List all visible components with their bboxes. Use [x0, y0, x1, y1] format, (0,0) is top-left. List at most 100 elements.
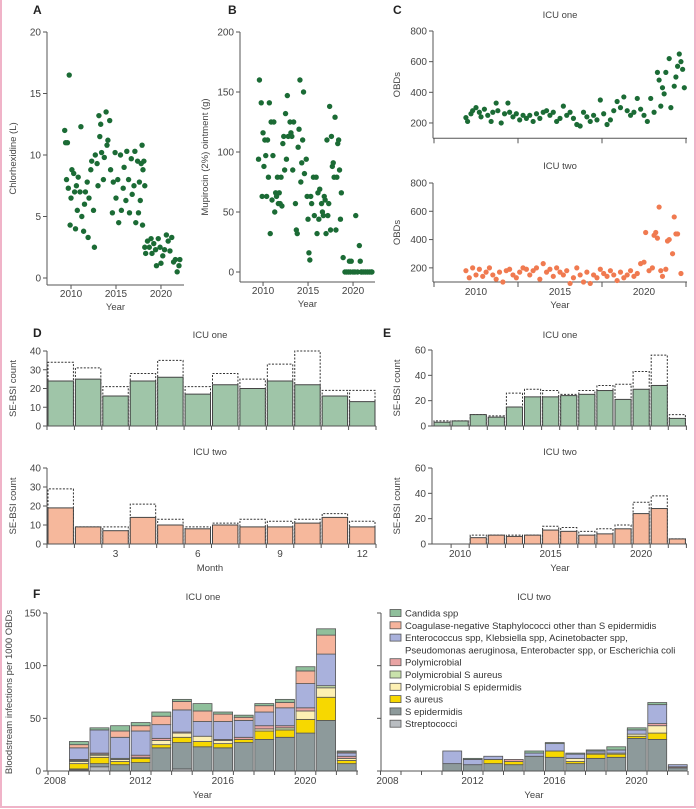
y-axis-label: Bloodstream infections per 1000 OBDs — [4, 610, 15, 774]
subplot-title: ICU one — [186, 592, 221, 603]
stacked-bar-segment — [274, 736, 295, 772]
x-axis-label: Year — [550, 300, 569, 311]
data-point — [527, 112, 533, 118]
bar — [596, 533, 614, 545]
stacked-bar-segment — [483, 759, 504, 765]
y-axis-label: SE-BSI count — [8, 360, 19, 417]
stacked-bar-segment — [336, 750, 357, 753]
data-point — [483, 269, 489, 275]
legend-label: Enterococcus spp, Klebsiella spp, Acinet… — [405, 633, 675, 656]
data-point — [129, 191, 135, 198]
data-point — [104, 142, 110, 148]
x-axis-label: Year — [106, 302, 125, 313]
y-tick-label: 150 — [217, 88, 234, 99]
x-tick-label: 2015 — [105, 289, 128, 300]
stacked-bar-segment — [233, 720, 254, 738]
data-point — [177, 256, 183, 263]
stacked-bar-segment — [274, 698, 295, 703]
data-point — [112, 149, 118, 156]
y-tick-label: 400 — [410, 235, 427, 246]
data-point — [335, 137, 342, 143]
y-tick-label: 10 — [30, 151, 42, 162]
bar — [184, 393, 211, 427]
subplot-title: ICU two — [543, 161, 577, 172]
y-tick-label: 200 — [410, 118, 427, 129]
data-point — [266, 100, 273, 106]
data-point — [281, 133, 287, 140]
data-point — [666, 55, 672, 62]
stacked-bar-segment — [336, 760, 357, 765]
data-point — [666, 236, 672, 243]
bar — [542, 396, 560, 427]
data-point — [100, 176, 107, 183]
data-point — [560, 272, 566, 278]
stacked-bar-segment — [295, 710, 316, 720]
y-axis-label: SE-BSI count — [392, 477, 403, 534]
data-point — [84, 179, 90, 185]
stacked-bar-segment — [192, 735, 213, 742]
data-point — [272, 209, 278, 215]
data-point — [88, 167, 94, 173]
panel-label: F — [33, 587, 40, 601]
y-tick-label: 600 — [410, 57, 427, 68]
stacked-bar-segment — [295, 670, 316, 684]
x-tick-label: 2010 — [465, 287, 488, 298]
y-tick-label: 40 — [415, 489, 427, 500]
data-point — [86, 195, 92, 201]
y-tick-label: 100 — [217, 148, 234, 159]
data-point — [314, 230, 320, 237]
x-axis-label: Year — [298, 299, 317, 310]
x-tick-label: 2008 — [44, 776, 67, 787]
data-point — [142, 244, 148, 250]
data-point — [486, 265, 493, 271]
data-point — [62, 127, 68, 134]
data-point — [537, 276, 543, 282]
stacked-bar-segment — [316, 720, 337, 772]
legend-swatch — [389, 695, 402, 703]
y-tick-label: 200 — [217, 28, 234, 39]
stacked-bar-segment — [171, 709, 192, 733]
stacked-bar-segment — [233, 739, 254, 743]
stacked-bar-segment — [544, 742, 565, 745]
data-point — [554, 118, 560, 125]
data-point — [282, 110, 289, 117]
data-point — [74, 207, 81, 214]
data-point — [493, 276, 499, 282]
bar — [650, 508, 668, 545]
stacked-bar-segment — [89, 763, 110, 768]
data-point — [294, 230, 300, 237]
data-point — [624, 272, 630, 278]
data-point — [278, 174, 284, 180]
data-point — [654, 69, 661, 75]
data-point — [641, 259, 647, 265]
stacked-bar-segment — [483, 763, 504, 772]
stacked-bar-segment — [503, 764, 524, 772]
stacked-bar-segment — [585, 753, 606, 759]
y-tick-label: 30 — [30, 483, 42, 494]
data-point — [369, 269, 375, 275]
data-point — [663, 266, 669, 272]
data-point — [480, 273, 486, 279]
data-point — [298, 179, 304, 185]
bar — [560, 395, 578, 427]
stacked-bar-segment — [233, 716, 254, 721]
stacked-bar-segment — [213, 713, 234, 722]
x-tick-label: 2020 — [625, 776, 648, 787]
data-point — [634, 95, 640, 102]
panel-label: D — [33, 326, 42, 340]
data-point — [77, 189, 83, 195]
data-point — [627, 112, 634, 118]
data-point — [297, 77, 303, 83]
data-point — [574, 265, 580, 271]
stacked-bar-segment — [233, 714, 254, 718]
bar — [451, 420, 469, 427]
data-point — [120, 185, 126, 191]
data-point — [357, 258, 363, 264]
bar — [157, 376, 184, 427]
x-tick-label: 2010 — [449, 549, 472, 560]
y-tick-label: 150 — [24, 609, 41, 620]
panel-label: C — [393, 3, 402, 17]
data-point — [148, 235, 154, 242]
data-point — [517, 117, 523, 123]
